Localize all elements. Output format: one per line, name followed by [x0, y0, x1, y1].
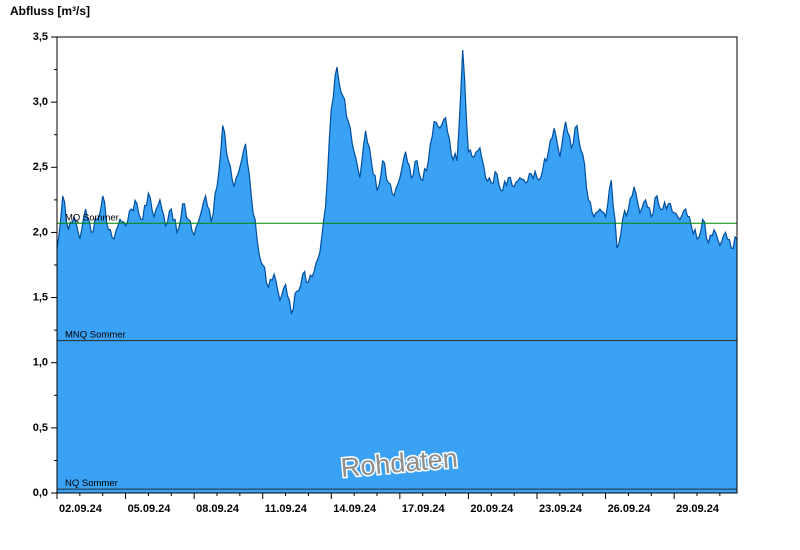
x-tick-label: 11.09.24: [265, 503, 308, 515]
refline-label-mnq-sommer: MNQ Sommer: [65, 330, 126, 341]
y-tick-label: 1,0: [33, 357, 48, 369]
y-tick-label: 1,5: [33, 291, 48, 303]
x-tick-label: 17.09.24: [402, 503, 446, 515]
y-tick-label: 2,5: [33, 161, 48, 173]
y-tick-label: 3,5: [33, 31, 48, 43]
x-tick-label: 05.09.24: [128, 503, 172, 515]
discharge-area: [57, 50, 737, 493]
y-tick-label: 2,0: [33, 226, 48, 238]
discharge-line: [56, 49, 738, 316]
x-tick-label: 23.09.24: [539, 503, 583, 515]
refline-label-nq-sommer: NQ Sommer: [65, 478, 118, 489]
refline-label-mq-sommer: MQ Sommer: [65, 212, 119, 223]
x-tick-label: 26.09.24: [608, 503, 652, 515]
x-tick-label: 02.09.24: [59, 503, 103, 515]
x-tick-label: 29.09.24: [676, 503, 720, 515]
x-tick-label: 08.09.24: [196, 503, 240, 515]
y-tick-label: 3,0: [33, 96, 48, 108]
x-tick-label: 20.09.24: [470, 503, 514, 515]
y-axis-title: Abfluss [m³/s]: [10, 4, 91, 18]
x-tick-label: 14.09.24: [333, 503, 377, 515]
y-tick-label: 0,5: [33, 422, 48, 434]
y-tick-label: 0,0: [33, 487, 48, 499]
